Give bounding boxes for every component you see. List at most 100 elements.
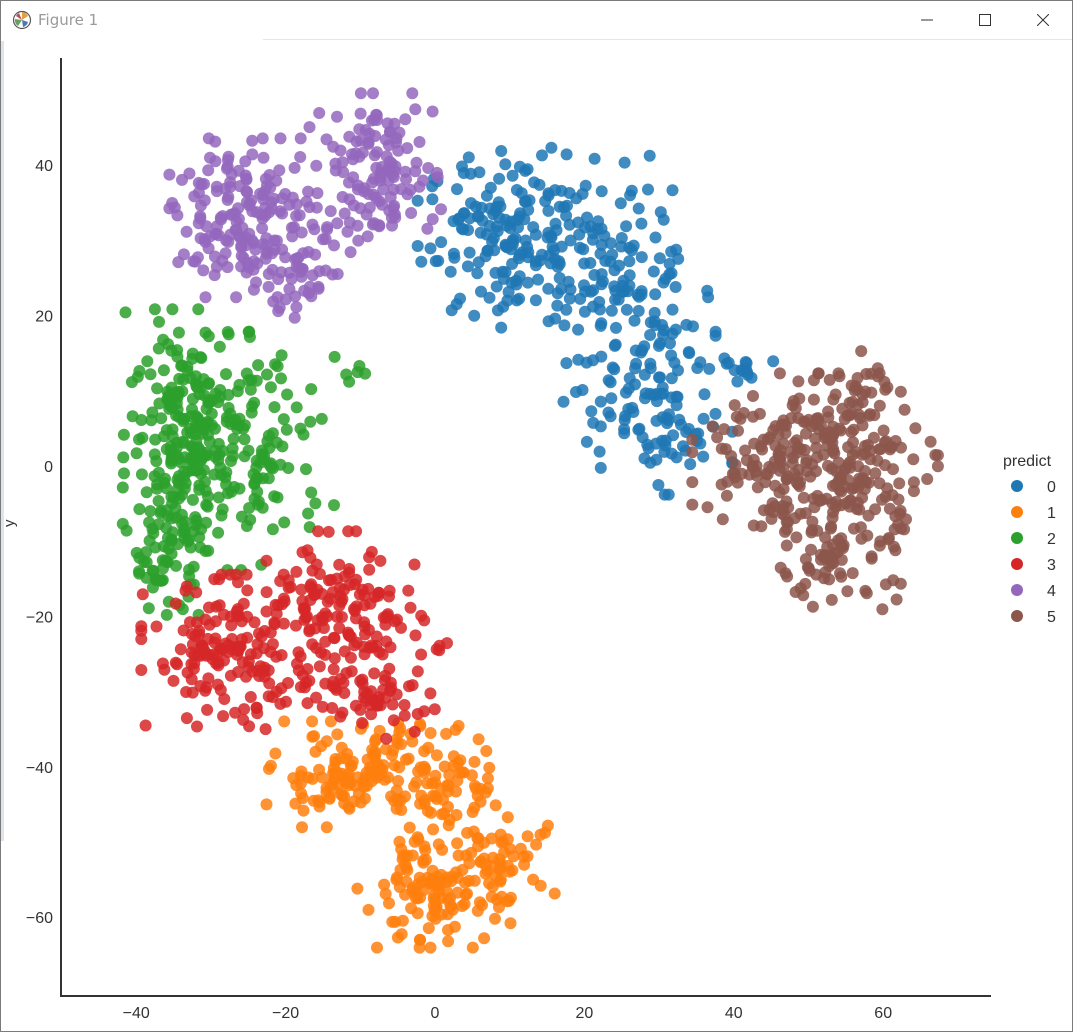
point-cluster-0 — [461, 260, 474, 273]
point-cluster-4 — [274, 132, 287, 145]
point-cluster-1 — [369, 735, 382, 748]
point-cluster-0 — [411, 194, 424, 207]
point-cluster-1 — [459, 876, 471, 889]
point-cluster-1 — [470, 782, 482, 795]
point-cluster-3 — [306, 638, 319, 651]
point-cluster-1 — [435, 782, 447, 795]
point-cluster-2 — [193, 479, 206, 492]
point-cluster-0 — [551, 260, 564, 273]
point-cluster-1 — [483, 877, 496, 890]
point-cluster-0 — [499, 158, 512, 171]
point-cluster-1 — [548, 887, 561, 900]
point-cluster-3 — [264, 626, 277, 639]
point-cluster-3 — [321, 595, 334, 608]
point-cluster-3 — [304, 580, 317, 593]
point-cluster-5 — [909, 422, 922, 435]
point-cluster-5 — [852, 481, 865, 494]
point-cluster-5 — [924, 435, 937, 448]
point-cluster-3 — [313, 660, 326, 673]
legend-marker-3 — [1011, 558, 1023, 570]
point-cluster-0 — [457, 223, 470, 236]
point-cluster-3 — [350, 612, 362, 625]
point-cluster-2 — [281, 388, 294, 401]
point-cluster-0 — [475, 201, 488, 214]
point-cluster-2 — [147, 527, 160, 540]
point-cluster-3 — [311, 614, 324, 627]
point-cluster-3 — [353, 588, 366, 601]
point-cluster-1 — [296, 792, 309, 805]
point-cluster-0 — [542, 315, 555, 328]
point-cluster-3 — [209, 615, 222, 628]
point-cluster-2 — [175, 359, 188, 372]
point-cluster-1 — [348, 795, 361, 808]
point-cluster-0 — [510, 184, 523, 196]
point-cluster-0 — [665, 267, 678, 280]
point-cluster-3 — [330, 683, 343, 696]
point-cluster-3 — [359, 628, 371, 641]
point-cluster-2 — [202, 330, 215, 343]
point-cluster-5 — [728, 467, 741, 480]
point-cluster-4 — [239, 239, 252, 252]
point-cluster-5 — [859, 584, 872, 597]
point-cluster-5 — [852, 408, 865, 421]
point-cluster-3 — [156, 657, 169, 670]
point-cluster-1 — [396, 853, 409, 866]
point-cluster-4 — [259, 209, 272, 222]
point-cluster-2 — [150, 482, 163, 495]
point-cluster-5 — [850, 503, 863, 515]
minimize-button[interactable] — [899, 1, 957, 39]
point-cluster-0 — [572, 323, 585, 336]
point-cluster-0 — [426, 193, 439, 206]
point-cluster-1 — [342, 767, 355, 780]
point-cluster-2 — [119, 306, 132, 319]
point-cluster-2 — [153, 315, 165, 328]
point-cluster-0 — [463, 246, 476, 259]
matplotlib-icon — [12, 10, 32, 30]
point-cluster-0 — [494, 200, 507, 213]
point-cluster-2 — [264, 381, 277, 394]
point-cluster-5 — [826, 511, 839, 524]
point-cluster-1 — [443, 768, 456, 781]
point-cluster-4 — [208, 269, 221, 282]
point-cluster-4 — [290, 301, 303, 314]
point-cluster-5 — [721, 475, 734, 488]
point-cluster-3 — [316, 700, 329, 713]
point-cluster-4 — [406, 87, 419, 100]
point-cluster-4 — [303, 201, 316, 214]
point-cluster-4 — [405, 207, 418, 219]
point-cluster-0 — [614, 197, 627, 210]
point-cluster-4 — [312, 282, 325, 295]
point-cluster-3 — [365, 708, 378, 721]
close-button[interactable] — [1015, 1, 1073, 39]
point-cluster-1 — [451, 837, 464, 850]
point-cluster-3 — [289, 619, 302, 632]
point-cluster-2 — [203, 377, 215, 390]
point-cluster-3 — [174, 643, 187, 656]
point-cluster-1 — [370, 771, 383, 784]
point-cluster-4 — [308, 223, 321, 236]
point-cluster-0 — [570, 386, 582, 398]
point-cluster-1 — [466, 941, 479, 954]
point-cluster-4 — [210, 180, 223, 193]
point-cluster-5 — [869, 467, 882, 480]
point-cluster-0 — [666, 327, 679, 340]
x-tick-label: −40 — [123, 1005, 150, 1022]
point-cluster-0 — [586, 233, 599, 246]
point-cluster-4 — [220, 234, 233, 247]
point-cluster-1 — [424, 727, 437, 739]
point-cluster-5 — [894, 385, 907, 398]
point-cluster-5 — [846, 567, 859, 580]
point-cluster-1 — [392, 775, 405, 787]
point-cluster-0 — [627, 406, 640, 418]
point-cluster-4 — [249, 243, 262, 256]
point-cluster-1 — [448, 920, 461, 933]
title-bar[interactable]: Figure 1 — [1, 1, 1072, 39]
point-cluster-5 — [822, 459, 834, 472]
point-cluster-3 — [402, 584, 415, 597]
point-cluster-3 — [269, 598, 282, 611]
point-cluster-3 — [387, 714, 400, 727]
legend-label-4: 4 — [1047, 583, 1056, 600]
maximize-button[interactable] — [957, 1, 1015, 39]
point-cluster-5 — [799, 553, 812, 566]
point-cluster-3 — [241, 584, 254, 597]
